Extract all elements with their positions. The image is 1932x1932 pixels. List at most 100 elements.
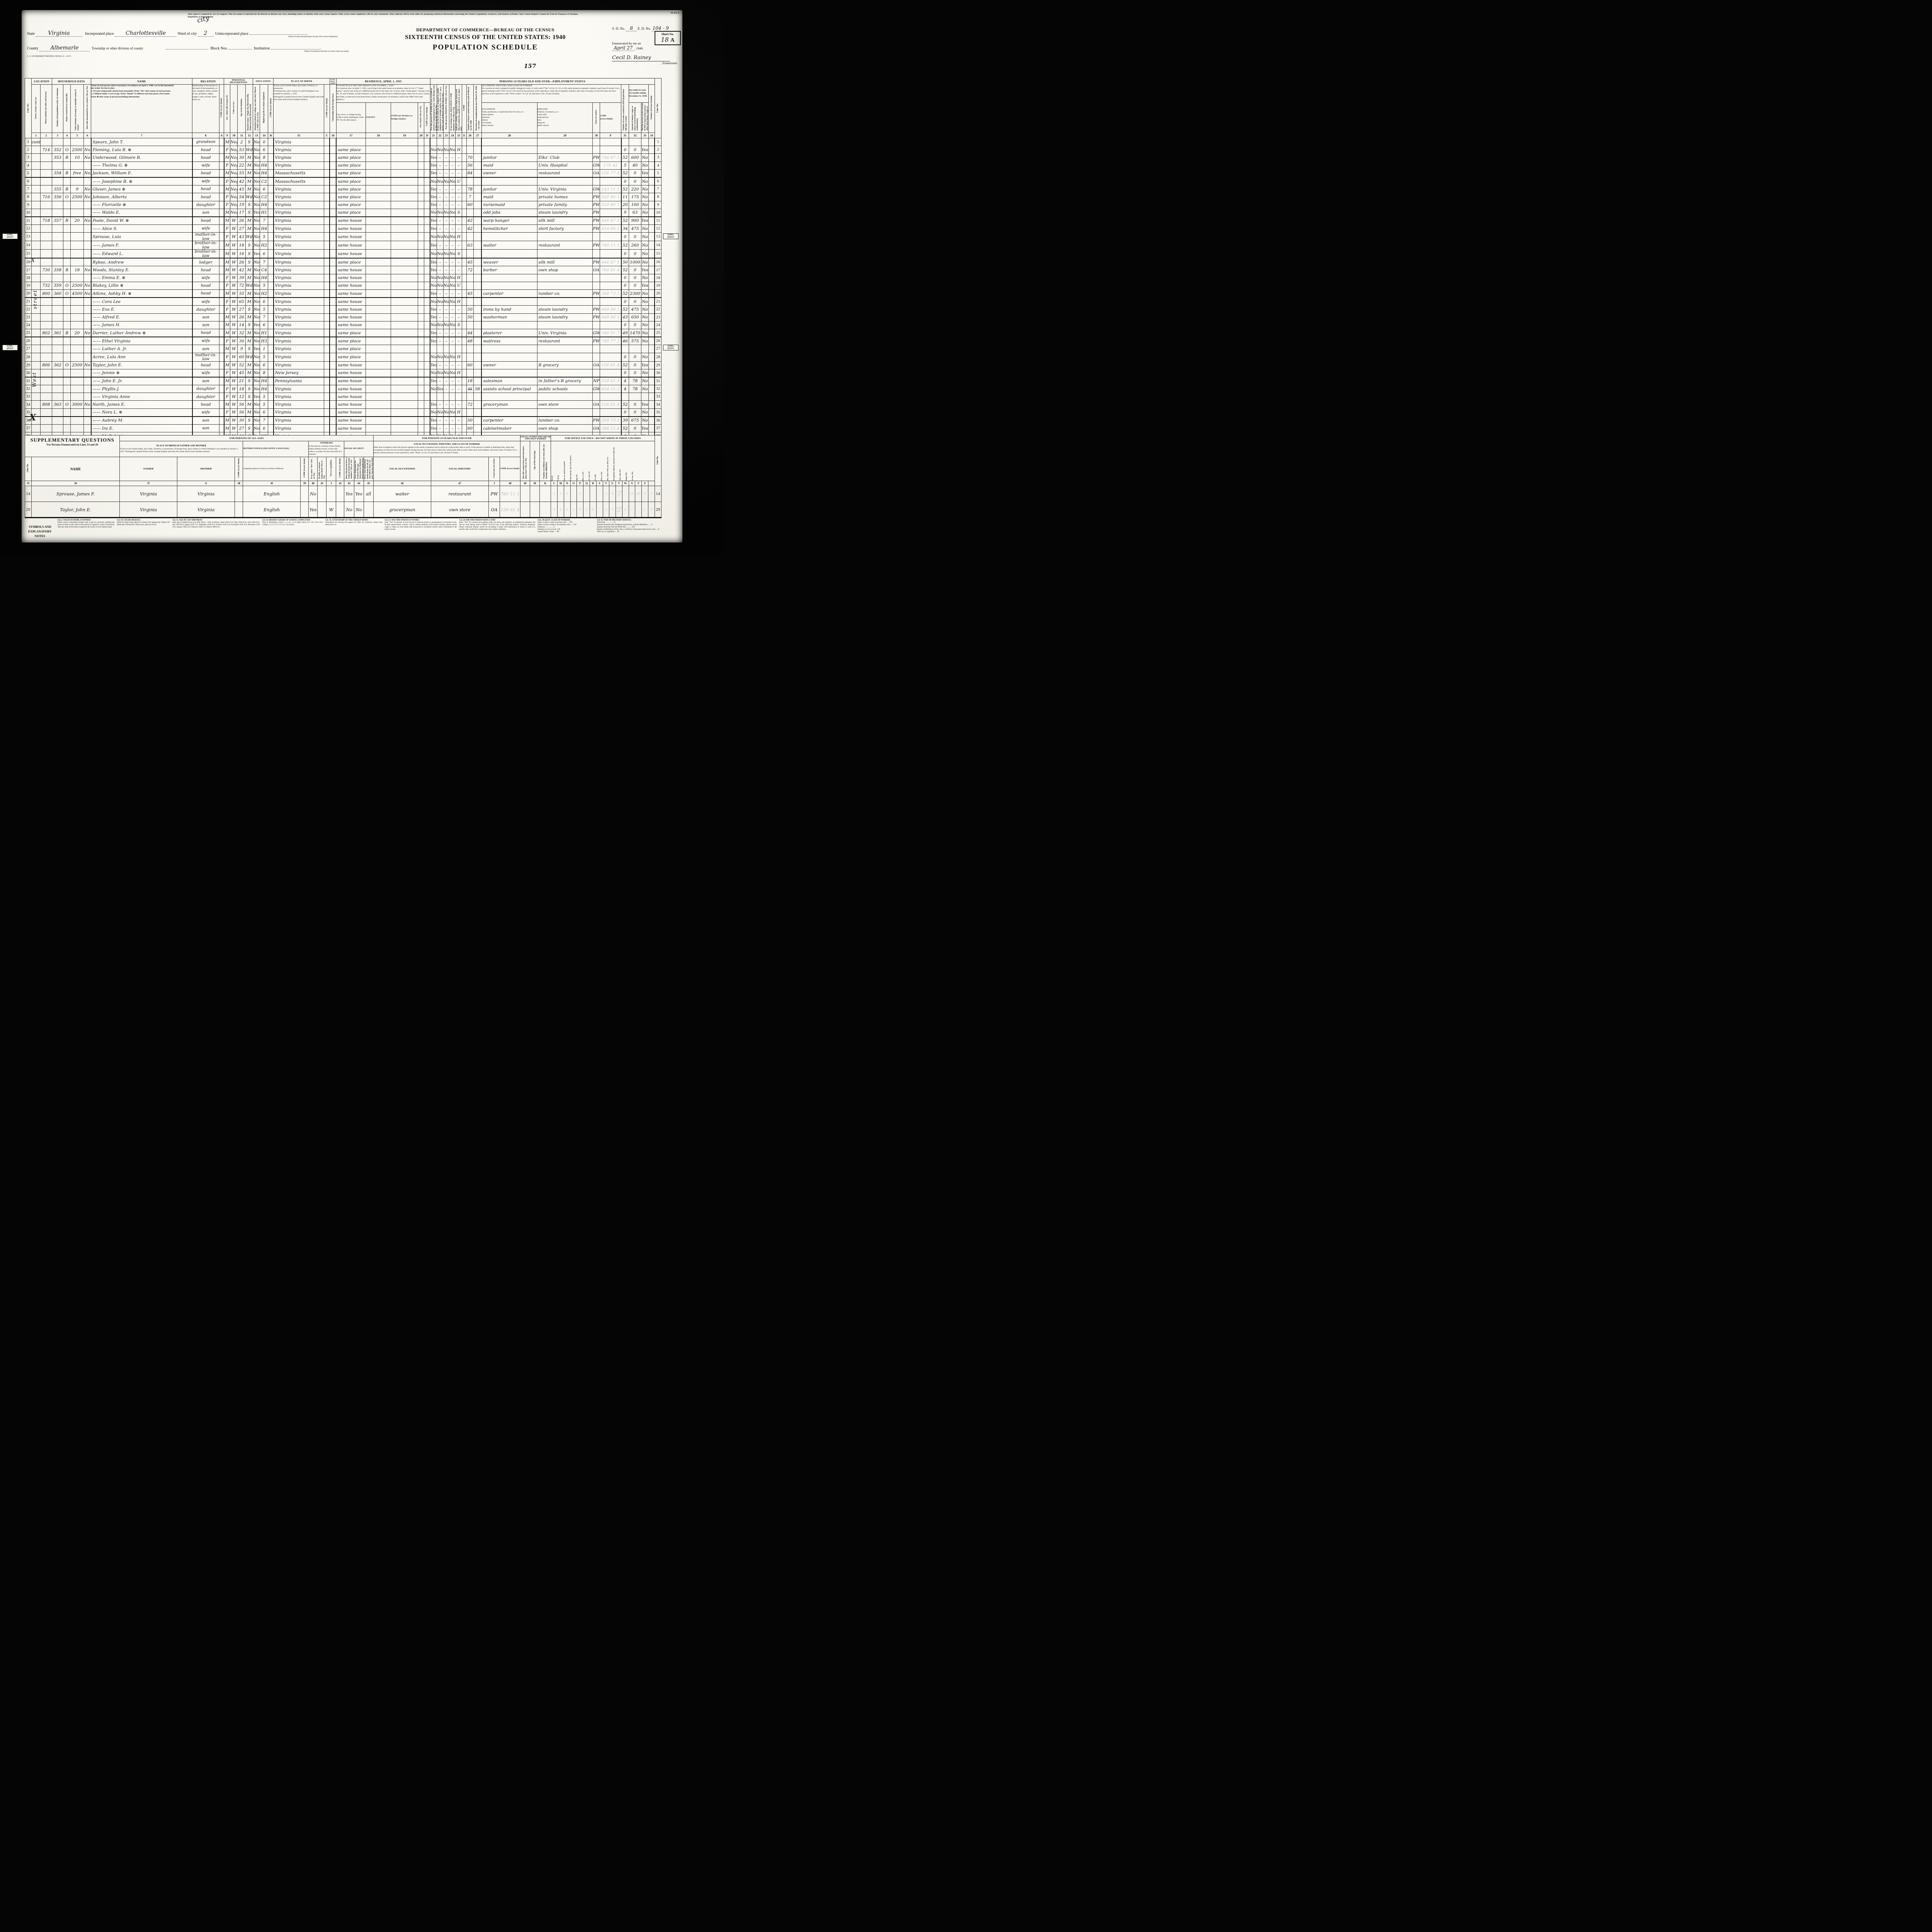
cell-o [63, 305, 71, 314]
cell-cd [423, 400, 430, 409]
cell-r18 [365, 249, 391, 259]
cell-w31: 0 [621, 352, 629, 362]
cell-e2: – [436, 337, 444, 345]
cell-gr: C2 [260, 193, 269, 201]
cell-bp: Virginia [273, 289, 325, 298]
cell-pf: 446 87 1 [600, 216, 622, 225]
cell-n: 10 [654, 208, 662, 217]
cell-cl [592, 281, 600, 290]
column-number: 33 [641, 133, 649, 138]
cell-w31: 46 [621, 337, 629, 345]
cell-cd [423, 185, 430, 194]
cell-hh: 352 [51, 146, 64, 154]
cell-hn: 800 [40, 289, 52, 298]
cell-cl [592, 274, 600, 282]
cell-e5: – [455, 266, 463, 274]
cell-r20 [418, 377, 424, 386]
cell-n: 16 [654, 258, 662, 267]
cell-ca [219, 321, 224, 329]
cell-ag: 42 [237, 177, 246, 186]
cell-v: 2500 [70, 146, 84, 154]
cell-oc: janitor [481, 185, 537, 194]
cell-nm: —— Ira E. [90, 424, 193, 433]
cell-cit [329, 400, 337, 409]
cell-e2: No [436, 297, 444, 306]
cell-f [83, 224, 92, 233]
col47-header: Usual class of worker [493, 458, 495, 478]
cell-r18 [365, 146, 391, 154]
cell-e4: No [449, 352, 456, 362]
census-row: 16 Rybao, Andrew lodger M W 26 S No 7 Virginia sam… [25, 258, 662, 267]
supp-column-letter: O [570, 481, 577, 486]
cell-gr: 6 [260, 146, 269, 154]
cell-gr: H2 [260, 289, 269, 298]
cell-r20 [418, 400, 424, 409]
cell-rel: grandson [192, 138, 219, 146]
group-household-data: HOUSEHOLD DATA [51, 78, 92, 85]
codeB-header: CODE (Leave blank) [269, 98, 272, 117]
suppl-quest-tag-right-29: SUPPL. QUEST. [663, 345, 679, 350]
cell-ind: Univ. Virginia [537, 185, 593, 194]
cell-g32: 0 [629, 177, 641, 186]
cell-f [83, 232, 92, 242]
cell-y33: Yes [641, 361, 649, 369]
cell-ce [462, 281, 467, 290]
cell-rel: daughter [192, 305, 219, 314]
supp-cell-office: 1 [641, 502, 648, 518]
cell-nm: Poole, David W. ⊗ [90, 216, 193, 225]
cell-e4: No [449, 232, 456, 242]
cell-e5: H [455, 232, 463, 242]
cell-cit [329, 408, 337, 417]
census-row: 28 Acree, Lula Ann mother-in-law F W 60 Wd No 5 V… [25, 352, 662, 362]
cell-st: cont. [31, 138, 41, 146]
cell-e5: S [455, 249, 463, 259]
cell-cl: OA [592, 361, 600, 369]
supp-band-row: SUPPLEMENTARY QUESTIONS For Persons Enum… [24, 435, 662, 486]
cell-cc [324, 201, 330, 209]
cell-mr: M [245, 408, 253, 417]
cell-bp: Pennsylvania [273, 377, 325, 386]
cell-e5: H [455, 408, 463, 417]
cell-e3: – [443, 224, 450, 233]
cell-e4: No [449, 281, 456, 290]
cell-st [31, 177, 41, 186]
supp-cell-s44 [363, 502, 374, 518]
cell-mr: M [245, 177, 253, 186]
cell-y33: No [641, 208, 649, 217]
usual-occupation-header: USUAL OCCUPATION [373, 457, 431, 481]
cell-cd [423, 345, 430, 353]
cell-cb [268, 249, 274, 259]
cell-gr: H1 [260, 328, 269, 338]
office-column-label: Mar. st. (12) [582, 471, 584, 481]
cell-cd [423, 241, 430, 250]
cell-y33: No [641, 289, 649, 298]
cell-n: 17 [25, 266, 32, 274]
cell-r19 [391, 208, 418, 217]
cell-f [83, 369, 92, 378]
cell-cd [423, 337, 430, 345]
cell-ind [537, 177, 593, 186]
supp-cell-w48 [520, 502, 530, 518]
cell-oc [481, 321, 537, 329]
cell-g32: 575 [629, 337, 641, 345]
cell-h26: 50 [466, 305, 474, 314]
cell-hh [51, 224, 64, 233]
cell-hn [40, 177, 52, 186]
supp-letter-row: 35 36 37 G 38 H 39 40 41 I 42 43 44 45 46 47 J 48 49 50 K L M N… [25, 481, 662, 486]
suppl-quest-tag-left-14: SUPPL. QUEST. [2, 233, 18, 239]
cell-pf [600, 321, 622, 329]
cell-hn [40, 153, 52, 162]
cell-w31 [621, 138, 629, 146]
office-column-label: Cit. (16) [594, 474, 597, 481]
cell-e3: No [443, 297, 450, 306]
cell-d27 [473, 361, 482, 369]
cell-hn [40, 305, 52, 314]
cell-r18 [365, 153, 391, 162]
cell-o [63, 377, 71, 386]
cell-gr: H4 [260, 274, 269, 282]
cell-ind [537, 274, 593, 282]
cell-st [31, 224, 41, 233]
cell-hn [40, 416, 52, 425]
cell-rc: W [230, 321, 238, 329]
cell-oc [481, 274, 537, 282]
